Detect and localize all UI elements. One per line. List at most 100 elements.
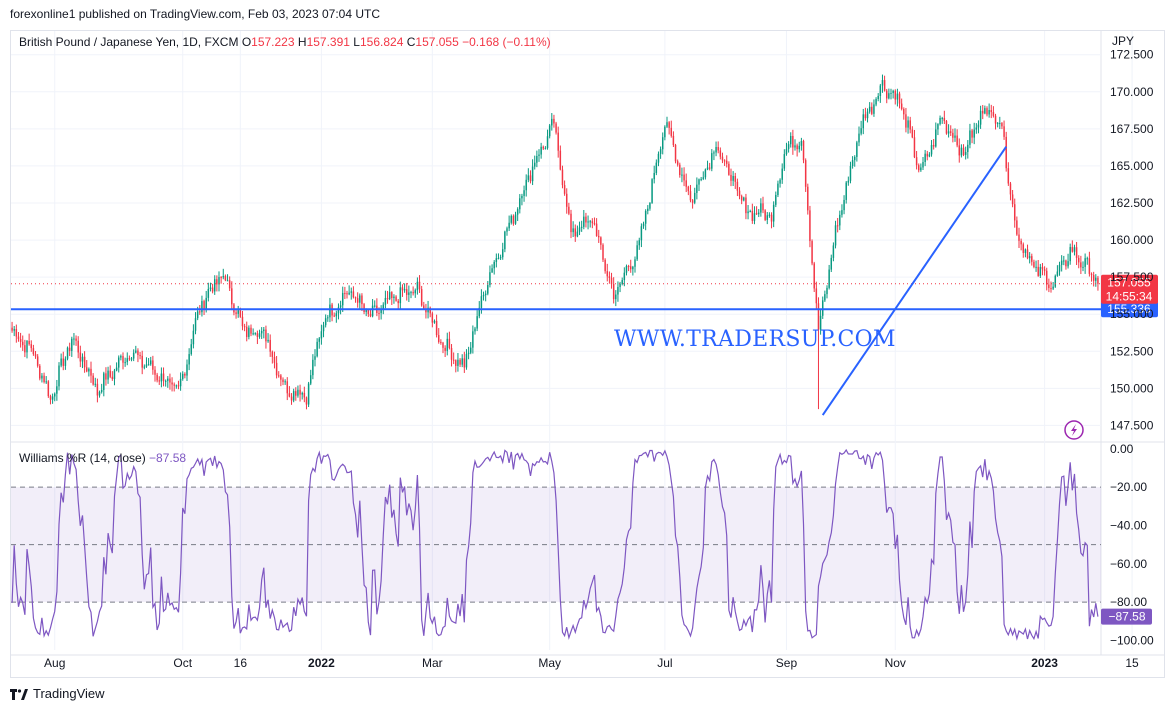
candle-body [171,382,173,385]
candle-body [452,359,455,361]
candle-body [809,210,811,242]
candle-body [30,344,33,349]
candle [292,388,295,403]
candle [977,120,980,134]
candle [670,120,673,138]
candle [644,209,647,231]
candle [271,350,274,364]
candle-body [132,352,135,359]
candle [420,285,423,307]
candle [216,275,218,292]
candle [559,145,562,171]
candle [288,386,291,398]
candle-body [858,133,860,143]
candle-body [1043,269,1046,271]
candle [164,379,167,387]
candle [248,325,250,340]
candle [973,122,975,145]
candle-body [883,80,886,91]
candle [231,281,233,311]
candle-body [551,118,553,126]
candle-body [1005,136,1007,169]
candle-body [344,293,346,295]
candle-body [420,289,423,306]
time-tick-label: Jul [657,656,672,670]
candle-body [241,316,244,327]
candle [853,155,856,167]
candle [228,276,231,292]
footer-brand-label: TradingView [33,686,105,701]
candle [482,291,485,301]
candle-body [147,364,150,366]
candle-body [521,195,523,199]
candle-body [576,231,579,237]
candle-body [98,391,101,396]
candle [348,285,350,296]
candle [516,207,519,222]
candle-body [527,175,530,180]
wr-value-tag [1101,608,1152,625]
candle-body [666,122,668,127]
candle [1067,253,1069,269]
candle [551,113,553,131]
candle-body [1065,260,1067,267]
candle-body [523,190,525,196]
candle-body [764,210,766,220]
candle-body [201,301,203,313]
candle [64,356,67,370]
candle-body [962,147,965,155]
candle-body [130,358,133,360]
candle-body [845,182,847,200]
candle [839,210,841,231]
candle-body [828,269,830,288]
candle-body [361,295,363,305]
candle-body [448,338,451,349]
candle-body [425,308,427,313]
candle [47,380,50,398]
currency-label: JPY [1112,34,1134,48]
candle [841,204,843,218]
candle [529,170,532,184]
candle-body [359,295,361,303]
candle [523,185,525,202]
price-tick-label: 147.500 [1110,418,1154,432]
candle [297,385,299,398]
price-tick-label: 170.000 [1110,85,1154,99]
price-tick-label: 165.000 [1110,159,1154,173]
candle [1054,274,1057,288]
candle [796,143,798,157]
candle [734,172,737,189]
candle-body [839,214,841,226]
candle-body [760,203,762,213]
open-label: O [241,35,252,49]
candle [218,271,220,292]
candle-body [924,153,926,162]
candle-body [478,307,481,317]
candle-body [992,112,995,116]
candle-body [612,284,615,300]
candle-body [565,193,568,207]
candle-body [807,186,809,211]
candle-body [256,333,259,337]
candle [1033,259,1035,269]
candle-body [11,327,13,331]
candle [290,393,293,405]
candle-body [642,223,645,227]
candle [181,371,184,381]
footer-brand[interactable]: TradingView [10,686,105,701]
candle [589,219,591,228]
candle [932,139,935,150]
candle-body [277,375,280,377]
candle [610,272,613,289]
candle [410,290,412,299]
candle-body [64,358,67,366]
candle [167,376,169,388]
candle-body [128,358,131,360]
candle [619,281,621,293]
candle [1063,255,1065,266]
candle [380,305,382,320]
candle-body [437,335,440,342]
candle [1009,181,1012,201]
candle-body [213,279,216,292]
